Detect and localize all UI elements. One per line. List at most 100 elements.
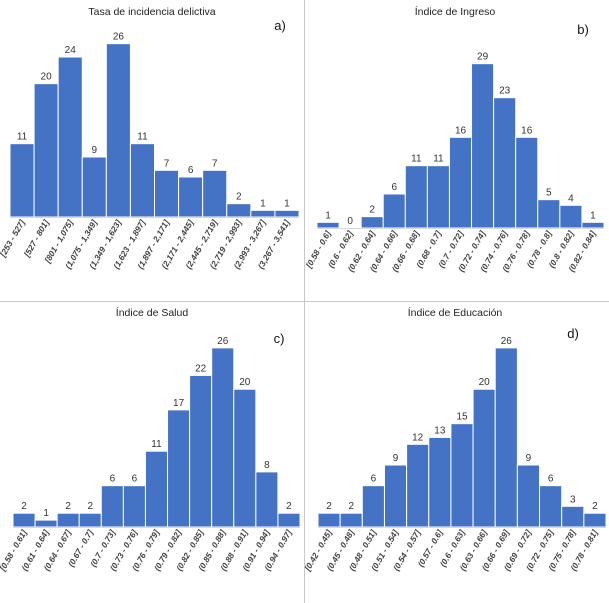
bar-c-2 xyxy=(56,512,80,528)
bar-b-6 xyxy=(448,136,473,229)
data-label-c-6: 11 xyxy=(151,439,162,450)
bar-b-3 xyxy=(382,193,406,229)
bar-c-0 xyxy=(12,512,36,528)
bar-b-10 xyxy=(537,199,561,229)
bar-c-12 xyxy=(277,512,301,528)
panel-label-d: d) xyxy=(567,326,579,341)
bar-c-4 xyxy=(100,485,124,528)
panel-label-b: b) xyxy=(577,22,589,37)
bar-d-2 xyxy=(361,485,385,528)
bar-d-1 xyxy=(339,512,363,528)
data-label-d-2: 6 xyxy=(371,474,377,485)
bar-d-10 xyxy=(539,485,563,528)
data-label-b-12: 1 xyxy=(590,210,596,221)
bar-d-4 xyxy=(406,443,430,528)
data-label-d-1: 2 xyxy=(348,501,354,512)
bar-a-4 xyxy=(105,43,131,218)
data-label-d-9: 9 xyxy=(526,453,532,464)
bar-d-12 xyxy=(583,512,607,528)
data-label-d-0: 2 xyxy=(326,501,332,512)
bar-a-1 xyxy=(33,83,59,218)
data-label-c-10: 20 xyxy=(239,377,251,388)
bar-c-10 xyxy=(233,388,257,528)
data-label-b-2: 2 xyxy=(369,205,375,216)
bar-a-3 xyxy=(81,156,107,218)
data-label-a-7: 6 xyxy=(188,165,194,176)
bar-a-9 xyxy=(226,203,252,218)
data-label-d-4: 12 xyxy=(412,432,424,443)
data-label-b-8: 23 xyxy=(499,86,511,97)
data-label-a-9: 2 xyxy=(236,192,242,203)
bar-a-11 xyxy=(274,209,300,218)
data-label-b-4: 11 xyxy=(411,154,422,165)
data-label-a-10: 1 xyxy=(260,198,266,209)
data-label-d-8: 26 xyxy=(501,336,513,347)
data-label-d-7: 20 xyxy=(479,377,491,388)
bar-d-8 xyxy=(494,347,518,528)
data-label-c-1: 1 xyxy=(43,508,49,519)
data-label-c-9: 26 xyxy=(217,336,229,347)
bar-d-6 xyxy=(450,423,474,528)
data-label-c-5: 6 xyxy=(132,474,138,485)
bar-d-0 xyxy=(317,512,341,528)
data-label-b-1: 0 xyxy=(347,216,353,227)
bar-a-5 xyxy=(129,143,155,218)
data-label-c-2: 2 xyxy=(65,501,71,512)
bar-c-9 xyxy=(211,347,235,528)
bar-b-4 xyxy=(404,165,428,229)
bar-c-8 xyxy=(189,374,213,528)
bar-d-9 xyxy=(516,464,541,528)
bar-c-6 xyxy=(144,450,169,528)
data-label-a-1: 20 xyxy=(41,72,53,83)
bar-c-1 xyxy=(34,519,58,528)
chart-title-c: Índice de Salud xyxy=(116,306,189,319)
bar-a-7 xyxy=(178,176,204,218)
data-label-d-11: 3 xyxy=(570,494,576,505)
bar-b-9 xyxy=(515,136,539,229)
data-label-b-10: 5 xyxy=(546,188,552,199)
data-label-c-0: 2 xyxy=(21,501,27,512)
data-label-d-10: 6 xyxy=(548,474,554,485)
data-label-a-8: 7 xyxy=(212,158,218,169)
data-label-c-11: 8 xyxy=(264,460,270,471)
data-label-d-3: 9 xyxy=(393,453,399,464)
bar-c-11 xyxy=(255,471,279,528)
bar-b-5 xyxy=(426,165,450,229)
bar-b-2 xyxy=(360,216,384,229)
data-label-b-0: 1 xyxy=(325,210,331,221)
data-label-c-4: 6 xyxy=(110,474,116,485)
data-label-c-8: 22 xyxy=(195,363,207,374)
data-label-d-12: 2 xyxy=(592,501,598,512)
panel-label-c: c) xyxy=(274,331,285,346)
data-label-a-2: 24 xyxy=(65,45,77,56)
data-label-c-12: 2 xyxy=(286,501,292,512)
data-label-c-7: 17 xyxy=(173,398,185,409)
panel-divider-horizontal xyxy=(0,301,609,302)
data-label-b-3: 6 xyxy=(391,182,397,193)
data-label-b-5: 11 xyxy=(433,154,444,165)
chart-title-b: Índice de Ingreso xyxy=(415,5,496,18)
bar-d-5 xyxy=(428,436,452,528)
bar-a-2 xyxy=(57,56,83,218)
data-label-c-3: 2 xyxy=(87,501,93,512)
data-label-a-5: 11 xyxy=(137,132,148,143)
bar-d-11 xyxy=(561,505,585,528)
bar-c-3 xyxy=(78,512,102,528)
data-label-b-11: 4 xyxy=(568,193,574,204)
bar-b-8 xyxy=(493,97,517,229)
bar-a-10 xyxy=(250,209,276,218)
data-label-b-9: 16 xyxy=(521,125,533,136)
bar-b-11 xyxy=(559,204,583,229)
data-label-a-3: 9 xyxy=(92,145,98,156)
chart-title-d: Índice de Educación xyxy=(408,306,503,319)
bar-b-12 xyxy=(581,221,605,229)
bar-d-3 xyxy=(383,464,408,528)
bar-a-8 xyxy=(202,169,228,218)
chart-title-a: Tasa de incidencia delictiva xyxy=(88,6,215,18)
bar-a-6 xyxy=(154,169,180,218)
